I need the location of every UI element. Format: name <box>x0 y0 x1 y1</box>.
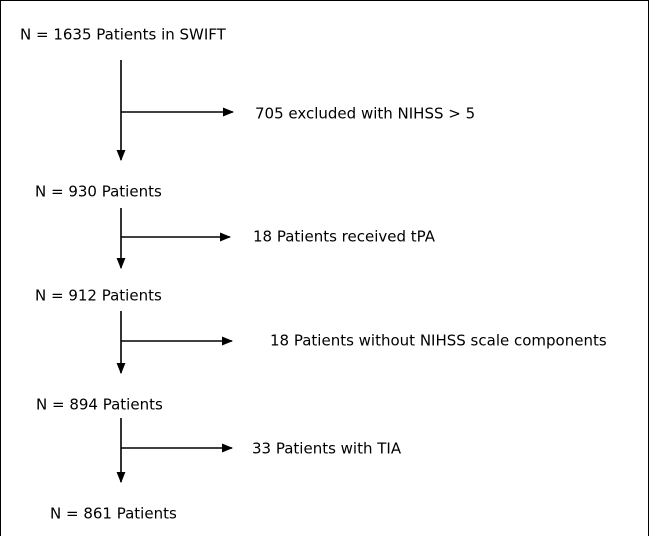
node: N = 930 Patients <box>35 183 162 201</box>
node: N = 1635 Patients in SWIFT <box>20 26 227 44</box>
node: N = 894 Patients <box>36 396 163 414</box>
node: N = 912 Patients <box>35 287 162 305</box>
exclusion: 18 Patients received tPA <box>253 228 436 246</box>
exclusion: 33 Patients with TIA <box>252 440 402 458</box>
exclusion: 705 excluded with NIHSS > 5 <box>255 105 475 123</box>
node: N = 861 Patients <box>50 505 177 523</box>
exclusion: 18 Patients without NIHSS scale componen… <box>270 332 607 350</box>
